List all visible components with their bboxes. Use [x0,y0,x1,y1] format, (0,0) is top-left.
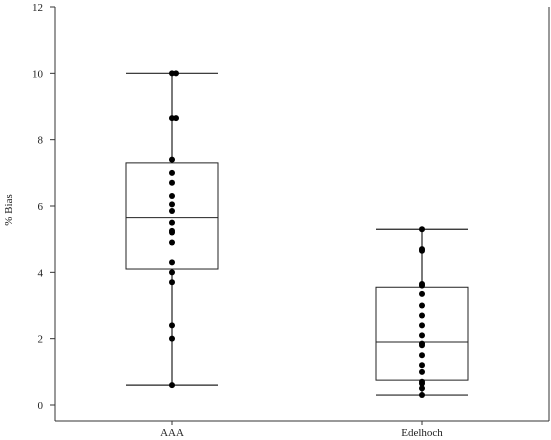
aaa-point-1 [173,70,179,77]
edelhoch-point-8 [419,322,425,329]
y-axis-title: % Bias [3,194,15,225]
y-tick-label-8: 8 [38,135,44,147]
aaa-point-12 [169,229,175,236]
aaa-point-13 [169,239,175,246]
aaa-point-19 [169,382,175,389]
edelhoch-point-11 [419,342,425,349]
edelhoch-point-9 [419,332,425,339]
edelhoch-point-5 [419,290,425,297]
edelhoch-point-4 [419,282,425,289]
aaa-point-15 [169,269,175,276]
x-category-label-edelhoch: Edelhoch [401,427,443,439]
x-category-label-aaa: AAA [160,427,184,439]
edelhoch-point-14 [419,368,425,375]
y-tick-label-0: 0 [38,400,44,412]
edelhoch-point-13 [419,362,425,369]
aaa-point-17 [169,322,175,329]
aaa-point-9 [169,207,175,214]
y-tick-label-2: 2 [38,334,44,346]
aaa-point-18 [169,335,175,342]
edelhoch-point-7 [419,312,425,319]
edelhoch-point-0 [419,226,425,233]
aaa-point-16 [169,279,175,286]
y-tick-label-6: 6 [38,201,44,213]
edelhoch-point-18 [419,392,425,399]
edelhoch-point-16 [419,380,425,387]
y-tick-label-4: 4 [38,267,44,279]
aaa-point-5 [169,169,175,176]
aaa-point-14 [169,259,175,266]
edelhoch-point-12 [419,352,425,359]
aaa-point-3 [173,115,179,122]
edelhoch-point-17 [419,385,425,392]
aaa-point-8 [169,201,175,208]
edelhoch-point-2 [419,247,425,254]
aaa-point-4 [169,156,175,163]
aaa-point-6 [169,179,175,186]
y-tick-label-12: 12 [32,2,43,14]
aaa-point-7 [169,193,175,200]
edelhoch-point-6 [419,302,425,309]
aaa-point-10 [169,219,175,226]
aaa-box [125,162,219,270]
y-tick-label-10: 10 [32,68,44,80]
